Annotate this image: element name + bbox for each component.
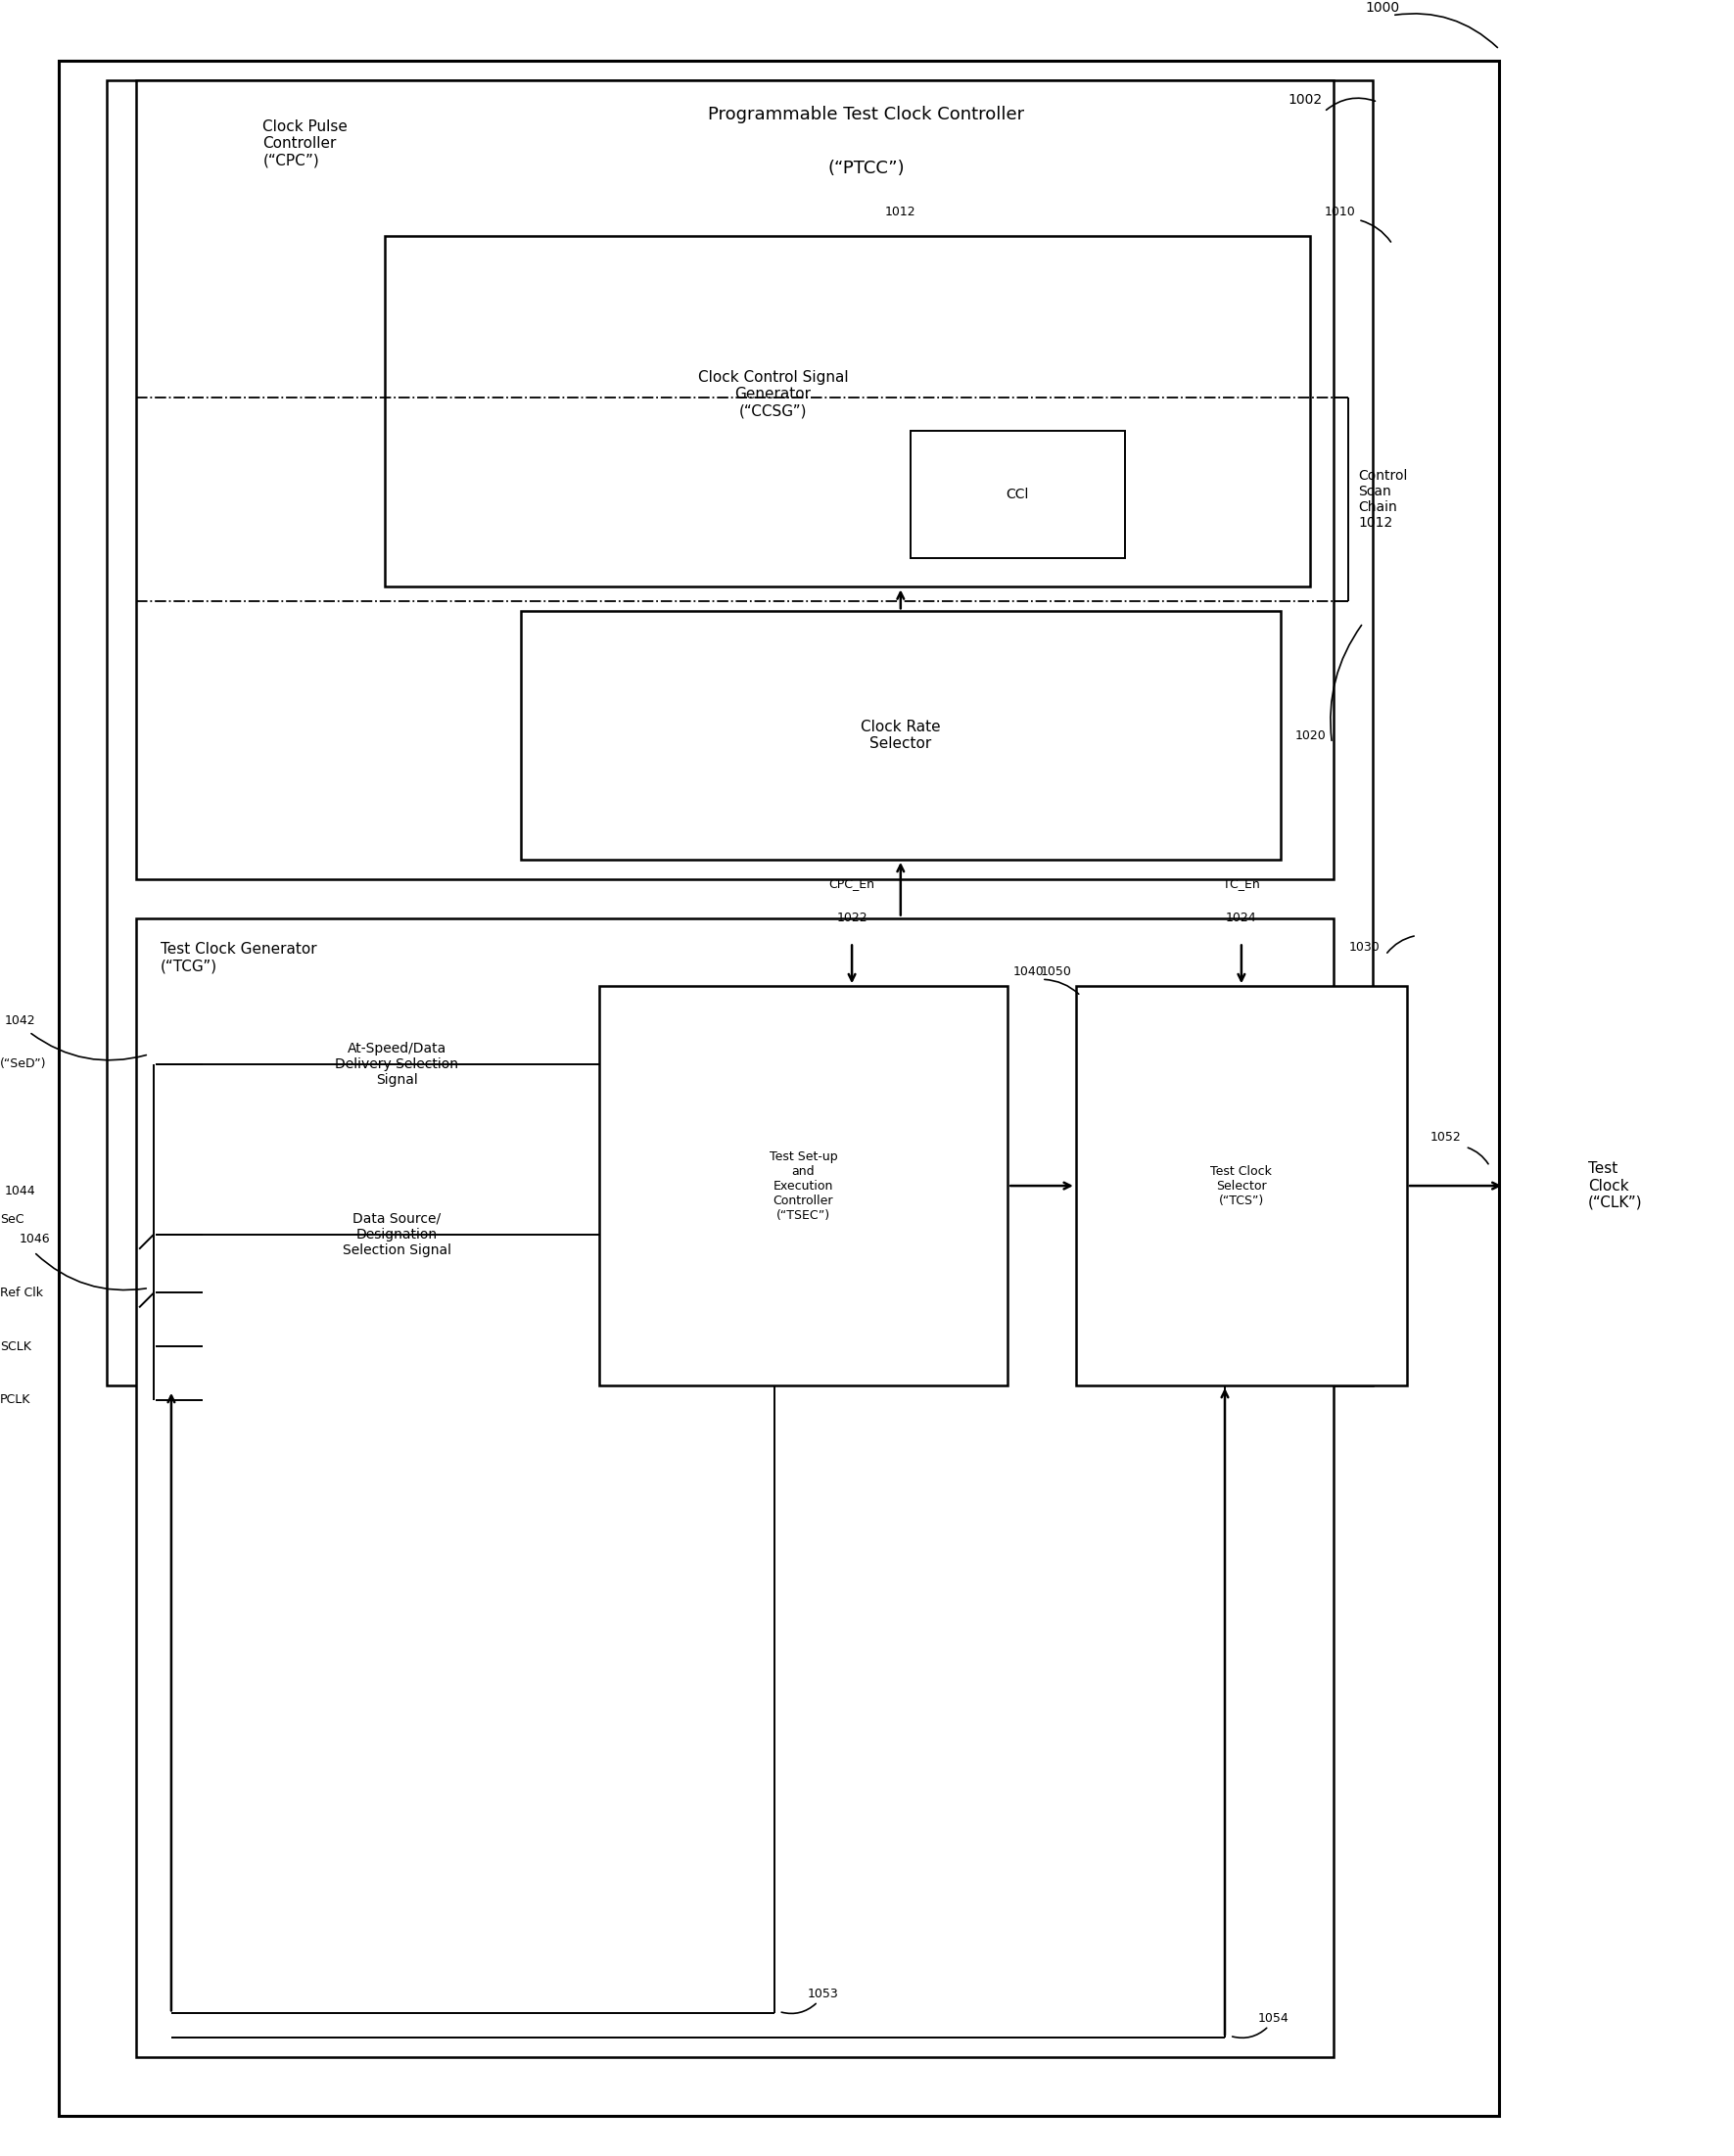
Text: Programmable Test Clock Controller: Programmable Test Clock Controller — [707, 106, 1025, 123]
Text: PCLK: PCLK — [0, 1393, 31, 1406]
Text: 1050: 1050 — [1040, 966, 1072, 979]
Text: 1040: 1040 — [1013, 966, 1044, 979]
Text: 1044: 1044 — [5, 1184, 36, 1197]
Bar — [910, 431, 1125, 558]
Text: 1020: 1020 — [1295, 729, 1327, 742]
Text: 1002: 1002 — [1288, 93, 1321, 108]
Text: SeC: SeC — [0, 1214, 24, 1227]
Text: 1042: 1042 — [5, 1013, 36, 1026]
Text: Data Source/
Designation
Selection Signal: Data Source/ Designation Selection Signa… — [342, 1212, 451, 1257]
Bar — [59, 60, 1500, 2115]
Text: Clock Control Signal
Generator
(“CCSG”): Clock Control Signal Generator (“CCSG”) — [697, 369, 848, 418]
Text: CCl: CCl — [1006, 487, 1028, 502]
Bar — [137, 80, 1333, 880]
Text: Clock Pulse
Controller
(“CPC”): Clock Pulse Controller (“CPC”) — [264, 119, 349, 168]
Text: 1010: 1010 — [1325, 205, 1356, 218]
Text: Control
Scan
Chain
1012: Control Scan Chain 1012 — [1358, 468, 1408, 530]
Text: 1024: 1024 — [1226, 912, 1257, 925]
Text: SCLK: SCLK — [0, 1341, 31, 1352]
Text: Test
Clock
(“CLK”): Test Clock (“CLK”) — [1588, 1162, 1642, 1210]
Text: 1046: 1046 — [19, 1233, 50, 1246]
Text: Test Clock
Selector
(“TCS”): Test Clock Selector (“TCS”) — [1210, 1164, 1273, 1207]
Bar — [385, 237, 1309, 586]
Text: Clock Rate
Selector: Clock Rate Selector — [860, 720, 940, 750]
Text: 1022: 1022 — [836, 912, 867, 925]
Text: 1052: 1052 — [1431, 1130, 1462, 1143]
Text: 1012: 1012 — [884, 205, 916, 218]
Text: Test Clock Generator
(“TCG”): Test Clock Generator (“TCG”) — [161, 942, 317, 975]
Text: (“SeD”): (“SeD”) — [0, 1059, 47, 1069]
Text: 1053: 1053 — [806, 1988, 838, 2001]
Bar — [137, 918, 1333, 2057]
Text: (“PTCC”): (“PTCC”) — [829, 160, 905, 177]
Bar — [108, 80, 1373, 1386]
Text: Test Set-up
and
Execution
Controller
(“TSEC”): Test Set-up and Execution Controller (“T… — [770, 1149, 838, 1222]
Text: Ref Clk: Ref Clk — [0, 1287, 43, 1300]
Bar — [520, 612, 1280, 860]
Text: 1000: 1000 — [1365, 0, 1399, 15]
Text: TC_En: TC_En — [1222, 877, 1261, 890]
Text: CPC_En: CPC_En — [829, 877, 876, 890]
Text: 1054: 1054 — [1257, 2012, 1288, 2024]
Text: 1030: 1030 — [1349, 940, 1380, 953]
Bar — [598, 985, 1007, 1386]
Text: At-Speed/Data
Delivery Selection
Signal: At-Speed/Data Delivery Selection Signal — [335, 1041, 458, 1087]
Bar — [1075, 985, 1406, 1386]
